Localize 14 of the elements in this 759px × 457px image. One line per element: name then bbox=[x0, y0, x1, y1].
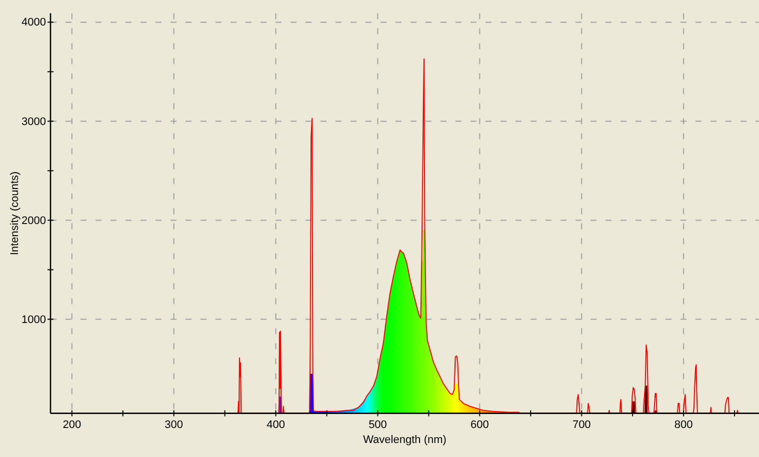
y-tick-label: 1000 bbox=[22, 314, 46, 326]
x-tick-label: 300 bbox=[164, 418, 184, 431]
x-tick-label: 800 bbox=[674, 418, 693, 431]
x-tick-label: 700 bbox=[572, 418, 591, 431]
x-axis-title: Wavelength (nm) bbox=[363, 434, 446, 446]
line-series bbox=[237, 58, 739, 414]
y-tick-label: 4000 bbox=[22, 16, 46, 29]
y-tick-label: 2000 bbox=[22, 214, 46, 227]
x-tick-label: 200 bbox=[62, 418, 82, 431]
y-tick-label: 3000 bbox=[22, 116, 46, 128]
y-axis-title: Intensity (counts) bbox=[9, 171, 21, 256]
x-tick-label: 600 bbox=[470, 418, 489, 431]
x-tick-label: 500 bbox=[368, 418, 387, 431]
x-tick-label: 400 bbox=[266, 418, 285, 431]
